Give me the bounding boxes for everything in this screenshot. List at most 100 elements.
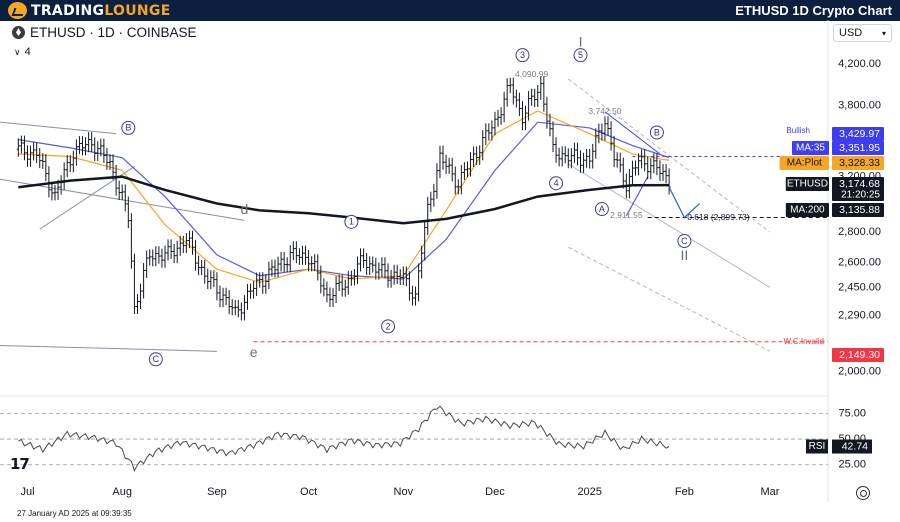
price-bar — [462, 162, 466, 180]
price-bar — [44, 154, 48, 182]
price-label-value: 3,429.97 — [839, 128, 880, 140]
price-annotation: 3,742.50 — [588, 106, 621, 116]
price-bar — [151, 249, 155, 267]
price-bar — [484, 123, 488, 146]
wave-label: e — [250, 344, 258, 360]
price-bar — [664, 164, 668, 184]
price-bar — [297, 248, 301, 265]
price-bar — [264, 274, 268, 294]
time-axis-label: Nov — [394, 486, 414, 498]
price-bar — [438, 145, 442, 179]
wave-label-circle — [515, 48, 530, 63]
price-bar — [294, 241, 298, 264]
time-axis-label: Oct — [300, 486, 317, 498]
price-bar — [380, 257, 384, 278]
channel-line — [568, 246, 771, 352]
price-label-value: 3,351.95 — [839, 142, 880, 154]
price-bar — [524, 105, 528, 131]
price-bar — [252, 281, 256, 299]
price-bar — [288, 245, 292, 273]
price-bar — [533, 88, 537, 107]
wave-label: A — [599, 204, 605, 214]
price-annotation: 4,090.99 — [515, 69, 548, 79]
price-bar — [47, 166, 51, 198]
channel-line — [568, 163, 771, 288]
price-bar — [355, 256, 359, 285]
price-bar — [261, 272, 265, 294]
header-bar: TRADINGLOUNGE ETHUSD 1D Crypto Chart — [0, 0, 900, 21]
price-bar — [108, 154, 112, 170]
price-bar — [102, 138, 106, 163]
price-bar — [453, 166, 457, 195]
footer-timestamp: 27 January AD 2025 at 09:39:35 — [17, 509, 132, 518]
wave-label-circle — [573, 48, 588, 63]
price-bar — [71, 150, 75, 173]
price-bar — [398, 269, 402, 286]
price-bar — [59, 175, 63, 195]
price-bar — [646, 156, 650, 180]
price-bar — [190, 230, 194, 255]
price-bar — [87, 132, 91, 153]
wave-label: B — [125, 123, 131, 133]
price-bar — [346, 270, 350, 295]
price-bar — [352, 269, 356, 286]
price-bar — [325, 281, 329, 303]
price-bar — [563, 146, 567, 164]
price-bar — [560, 146, 564, 167]
price-bar — [487, 123, 491, 141]
price-bar — [551, 121, 555, 153]
price-bar — [652, 153, 656, 174]
gear-icon[interactable] — [856, 486, 870, 500]
price-bar — [215, 272, 219, 301]
currency-select[interactable]: USD ▾ — [833, 24, 892, 42]
price-bar — [285, 257, 289, 273]
price-bar — [96, 141, 100, 161]
price-bar — [172, 244, 176, 264]
price-bar — [25, 145, 29, 167]
price-label-box — [832, 203, 884, 217]
wave-label-circle — [148, 352, 163, 367]
ma35-line — [18, 121, 670, 280]
ethereum-icon — [12, 26, 25, 39]
time-axis-label: Sep — [207, 486, 227, 498]
price-bar — [331, 288, 335, 307]
price-bar — [496, 109, 500, 127]
price-bar — [337, 274, 341, 292]
price-bar — [90, 132, 94, 153]
price-bar — [667, 168, 671, 195]
price-bar — [310, 256, 314, 272]
price-label-tag — [792, 141, 829, 155]
price-annotation: 2,911.55 — [610, 210, 643, 220]
price-bar — [19, 135, 23, 154]
currency-value: USD — [839, 27, 863, 39]
price-bar — [502, 91, 506, 123]
price-bar — [148, 249, 152, 266]
price-bar — [508, 77, 512, 94]
price-bar — [120, 184, 124, 201]
price-bar — [435, 163, 439, 199]
price-bar — [38, 147, 42, 169]
price-bar — [517, 92, 521, 117]
price-bar — [65, 155, 69, 178]
price-label-tag — [785, 177, 829, 191]
brand-accent: LOUNGE — [104, 2, 171, 19]
price-tick-label: 3,800.00 — [838, 99, 881, 111]
price-bar — [154, 246, 158, 267]
indicator-toggle[interactable]: ∨ 4 — [14, 46, 31, 58]
price-bar — [233, 299, 237, 316]
symbol-header[interactable]: ETHUSD · 1D · COINBASE — [12, 25, 197, 40]
price-bar — [661, 164, 665, 182]
price-label-box — [832, 127, 884, 141]
tradingview-logo[interactable]: 17 — [10, 455, 30, 473]
price-bar — [328, 287, 332, 307]
price-bar — [624, 173, 628, 199]
wave-label: 1 — [349, 217, 354, 227]
price-bar — [187, 230, 191, 249]
price-bar — [371, 256, 375, 273]
price-bar — [80, 136, 84, 156]
wave-label: 5 — [578, 50, 583, 60]
price-tick-label: 2,600.00 — [838, 257, 881, 269]
price-bar — [542, 76, 546, 112]
price-bar — [575, 142, 579, 166]
